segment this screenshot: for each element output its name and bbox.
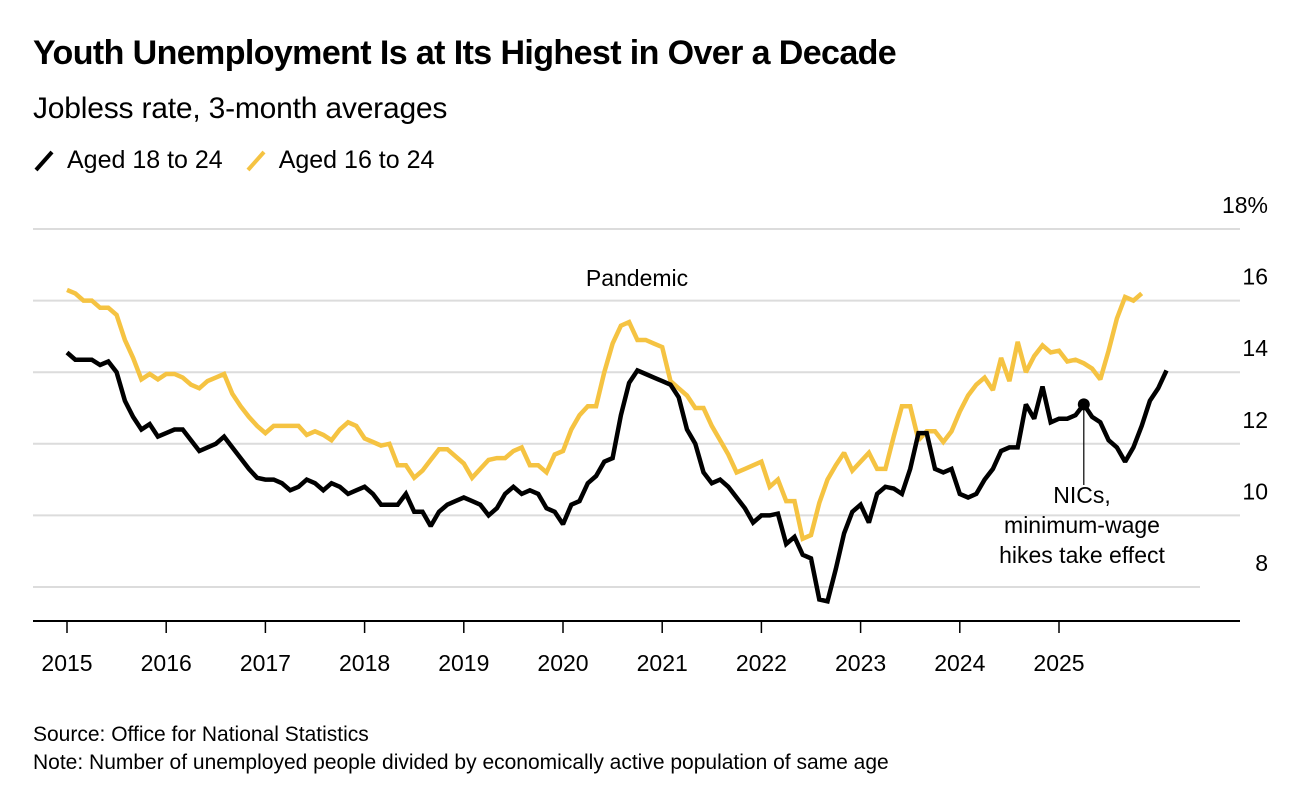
x-tick-label: 2025 — [1033, 650, 1084, 676]
y-tick-label: 14 — [1242, 335, 1268, 361]
slash-line-icon — [246, 150, 266, 171]
series-lines — [65, 287, 1169, 604]
x-tick-label: 2018 — [339, 650, 390, 676]
y-axis-ticks: 8 10 12 14 16 18% — [1222, 192, 1268, 576]
x-tick-label: 2016 — [141, 650, 192, 676]
slash-line-icon — [34, 150, 54, 171]
methodology-note: Note: Number of unemployed people divide… — [33, 751, 889, 774]
y-tick-label: 16 — [1242, 264, 1268, 290]
annotation-nics-line: minimum-wage — [1004, 512, 1160, 538]
series-line-aged-16-24 — [66, 287, 1144, 542]
x-tick-label: 2024 — [934, 650, 985, 676]
chart-subtitle: Jobless rate, 3-month averages — [33, 92, 448, 125]
x-tick-label: 2021 — [637, 650, 688, 676]
legend-item-16-24: Aged 16 to 24 — [245, 146, 435, 175]
x-axis: 2015 2016 2017 2018 2019 2020 2021 2022 2023 2024… — [33, 620, 1240, 676]
x-tick-label: 2022 — [736, 650, 787, 676]
x-tick-label: 2023 — [835, 650, 886, 676]
y-tick-label: 10 — [1242, 478, 1268, 504]
x-tick-label: 2017 — [240, 650, 291, 676]
annotation-pandemic: Pandemic — [586, 265, 688, 291]
annotation-nics-line: NICs, — [1053, 482, 1111, 508]
source-note: Source: Office for National Statistics — [33, 723, 369, 746]
chart-title: Youth Unemployment Is at Its Highest in … — [33, 34, 897, 72]
y-tick-label: 8 — [1255, 550, 1268, 576]
legend-label: Aged 16 to 24 — [278, 146, 435, 174]
footer: Source: Office for National Statistics N… — [33, 721, 889, 777]
y-tick-label: 18% — [1222, 192, 1268, 218]
annotation-marker-dot — [1077, 398, 1090, 411]
x-tick-label: 2019 — [438, 650, 489, 676]
annotation-nics-line: hikes take effect — [999, 542, 1165, 568]
legend-label: Aged 18 to 24 — [67, 146, 223, 174]
legend: Aged 18 to 24 Aged 16 to 24 — [33, 146, 456, 175]
x-tick-label: 2020 — [537, 650, 588, 676]
series-line-aged-18-24 — [65, 350, 1169, 604]
annotations: Pandemic NICs, minimum-wage hikes take effe… — [586, 265, 1166, 568]
x-tick-label: 2015 — [41, 650, 92, 676]
y-tick-label: 12 — [1242, 407, 1268, 433]
legend-item-18-24: Aged 18 to 24 — [33, 146, 223, 175]
